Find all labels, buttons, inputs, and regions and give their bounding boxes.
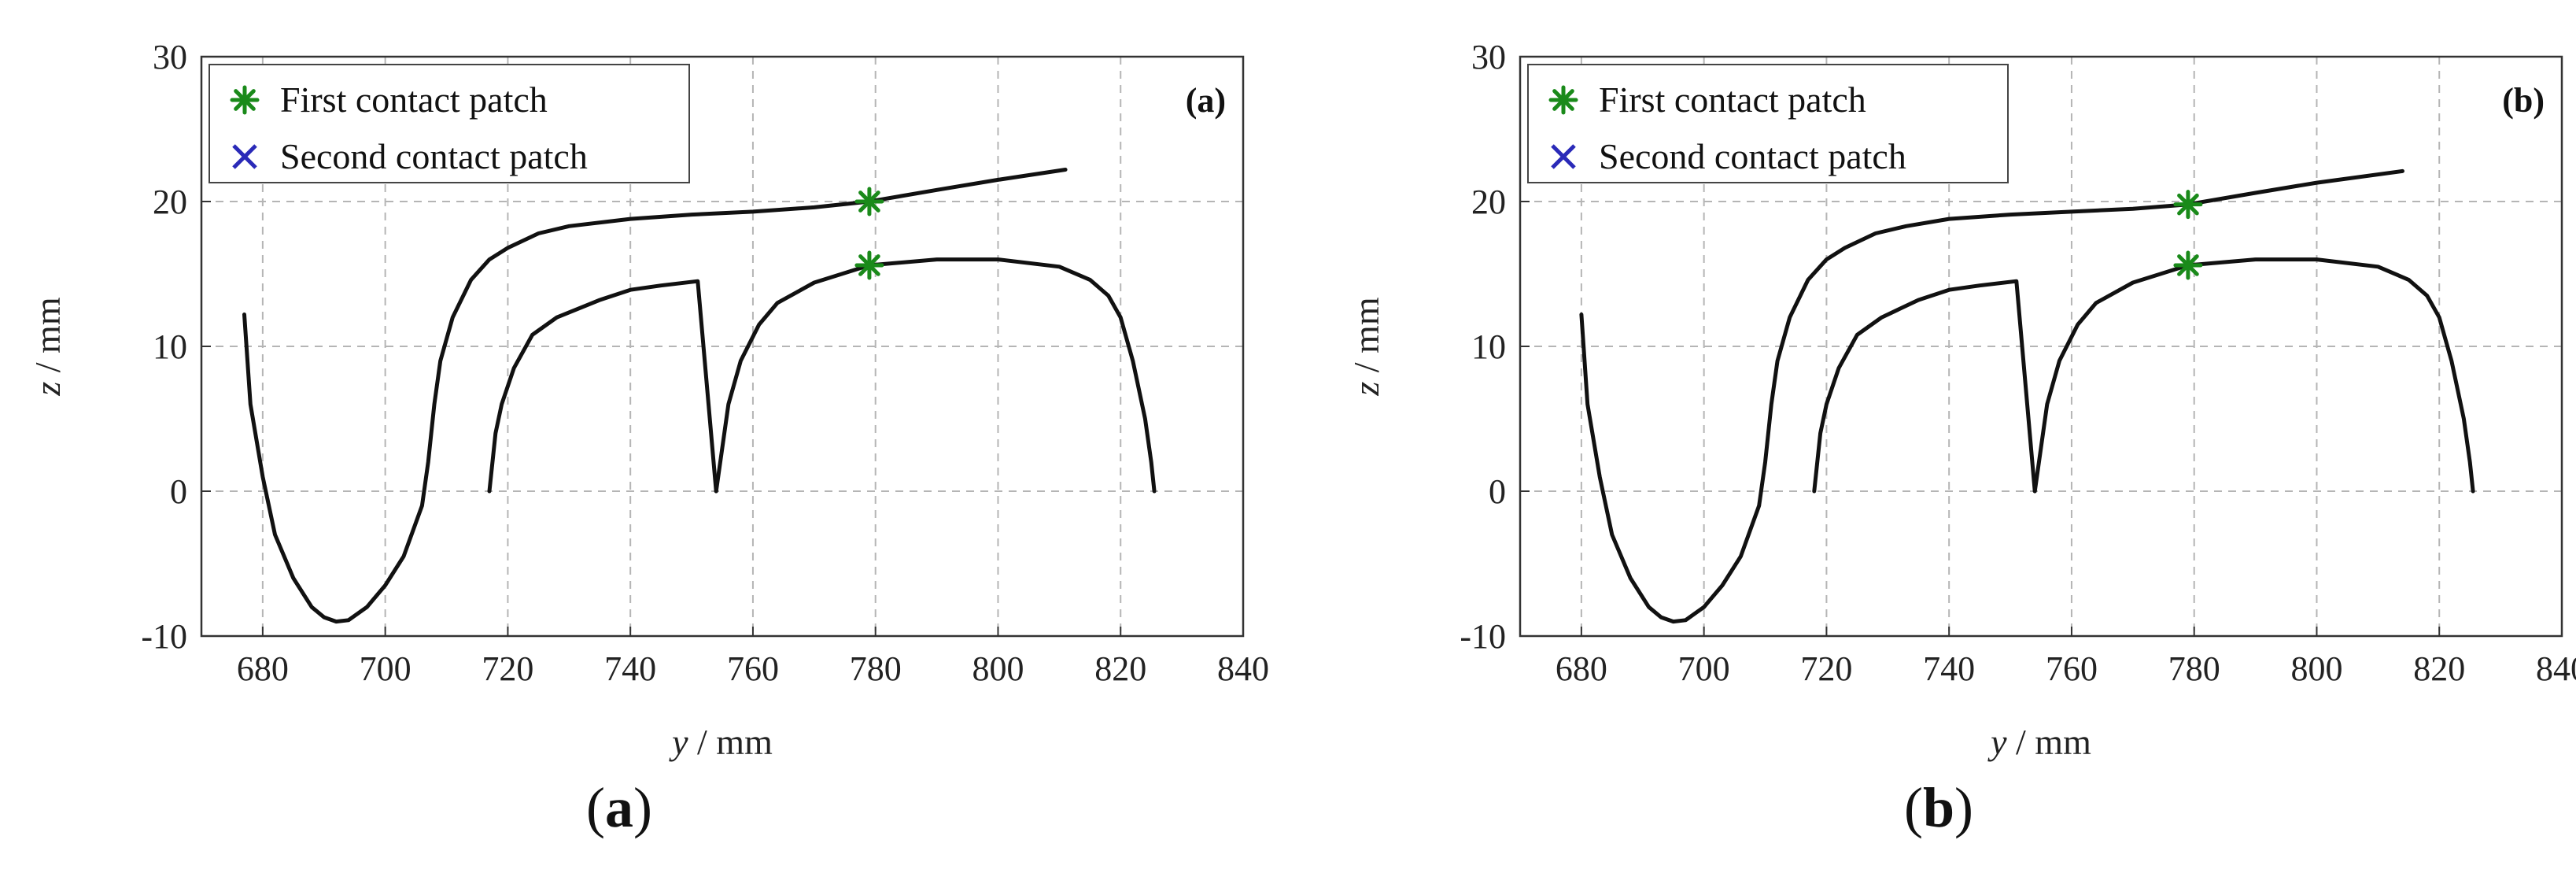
panel-letter: (b) [2502, 81, 2545, 120]
cross-stroke [1551, 144, 1576, 169]
legend-marker-asterisk [1548, 85, 1578, 115]
x-axis-unit: / mm [2007, 722, 2092, 762]
y-tick-label: 20 [153, 183, 187, 221]
x-tick-label: 760 [2046, 649, 2098, 688]
x-tick-label: 840 [1217, 649, 1269, 688]
y-tick-label: 20 [1471, 183, 1506, 221]
x-tick-label: 800 [972, 649, 1024, 688]
x-tick-label: 780 [2168, 649, 2220, 688]
y-tick-label: -10 [141, 617, 187, 656]
x-tick-label: 700 [1678, 649, 1730, 688]
x-axis-var: y [669, 722, 688, 762]
first-contact-point [854, 250, 884, 280]
x-tick-label: 740 [604, 649, 656, 688]
legend-label: First contact patch [1599, 80, 1866, 120]
x-axis-title: y / mm [1987, 722, 2091, 762]
y-axis-title: z / mm [1346, 297, 1386, 396]
x-tick-label: 820 [1094, 649, 1146, 688]
x-tick-label: 720 [482, 649, 533, 688]
y-tick-label: -10 [1460, 617, 1506, 656]
asterisk-stroke [2177, 254, 2199, 276]
panel-letter: (a) [1186, 81, 1226, 120]
y-tick-label: 10 [153, 327, 187, 366]
cross-stroke [232, 144, 257, 169]
y-tick-label: 10 [1471, 327, 1506, 366]
series-line [242, 168, 1068, 624]
legend-marker-x [232, 144, 257, 169]
x-axis-var: y [1987, 722, 2007, 762]
legend-box [209, 64, 690, 183]
series-line [1812, 279, 2037, 494]
asterisk-stroke [234, 89, 256, 111]
x-tick-label: 680 [1556, 649, 1607, 688]
legend-label: Second contact patch [1599, 136, 1906, 176]
asterisk-stroke [2177, 193, 2199, 216]
asterisk-stroke [858, 191, 880, 213]
x-tick-label: 840 [2536, 649, 2576, 688]
x-tick-label: 780 [850, 649, 902, 688]
series-line [2032, 257, 2475, 494]
legend-box [1527, 64, 2009, 183]
legend-marker-asterisk [230, 85, 260, 115]
first-contact-point [2173, 250, 2203, 280]
series-line [1579, 168, 2404, 624]
legend-marker-x [1551, 144, 1576, 169]
y-tick-label: 0 [170, 472, 187, 511]
y-tick-label: 30 [153, 38, 187, 76]
legend-label: Second contact patch [280, 136, 588, 176]
caption-b-open: ( [1904, 776, 1923, 839]
caption-b-close: ) [1954, 776, 1974, 839]
y-axis-var: z [28, 382, 68, 397]
x-axis-title: y / mm [669, 722, 773, 762]
first-contact-point [2173, 190, 2203, 220]
caption-b-letter: b [1922, 776, 1955, 839]
caption-a-close: ) [633, 776, 652, 839]
y-axis-var: z [1346, 382, 1386, 397]
legend-label: First contact patch [280, 80, 548, 120]
x-tick-label: 800 [2290, 649, 2342, 688]
caption-a: (a) [586, 775, 652, 841]
asterisk-stroke [1552, 89, 1574, 111]
x-tick-label: 760 [727, 649, 779, 688]
series-line [714, 257, 1157, 494]
panel-b: 680 700 720 740 760 780 800 820 840 -10 0 10 20 30 y /… [1346, 38, 2576, 762]
x-tick-label: 720 [1800, 649, 1852, 688]
y-axis-unit: / mm [1346, 297, 1386, 382]
y-tick-label: 0 [1489, 472, 1506, 511]
y-axis-title: z / mm [28, 297, 68, 396]
x-tick-label: 680 [237, 649, 289, 688]
x-tick-label: 820 [2413, 649, 2465, 688]
x-tick-label: 740 [1923, 649, 1975, 688]
caption-b: (b) [1904, 775, 1973, 841]
asterisk-stroke [858, 254, 880, 276]
legend: First contact patch Second contact patch [1527, 64, 2009, 183]
series-line [487, 279, 718, 494]
panel-a: 680 700 720 740 760 780 800 820 840 -10 0 10 20 30 y /… [28, 38, 1269, 762]
x-axis-unit: / mm [688, 722, 773, 762]
first-contact-point [854, 187, 884, 216]
caption-a-open: ( [586, 776, 605, 839]
legend: First contact patch Second contact patch [209, 64, 690, 183]
caption-a-letter: a [604, 776, 633, 839]
x-tick-label: 700 [360, 649, 411, 688]
y-axis-unit: / mm [28, 297, 68, 382]
y-tick-label: 30 [1471, 38, 1506, 76]
